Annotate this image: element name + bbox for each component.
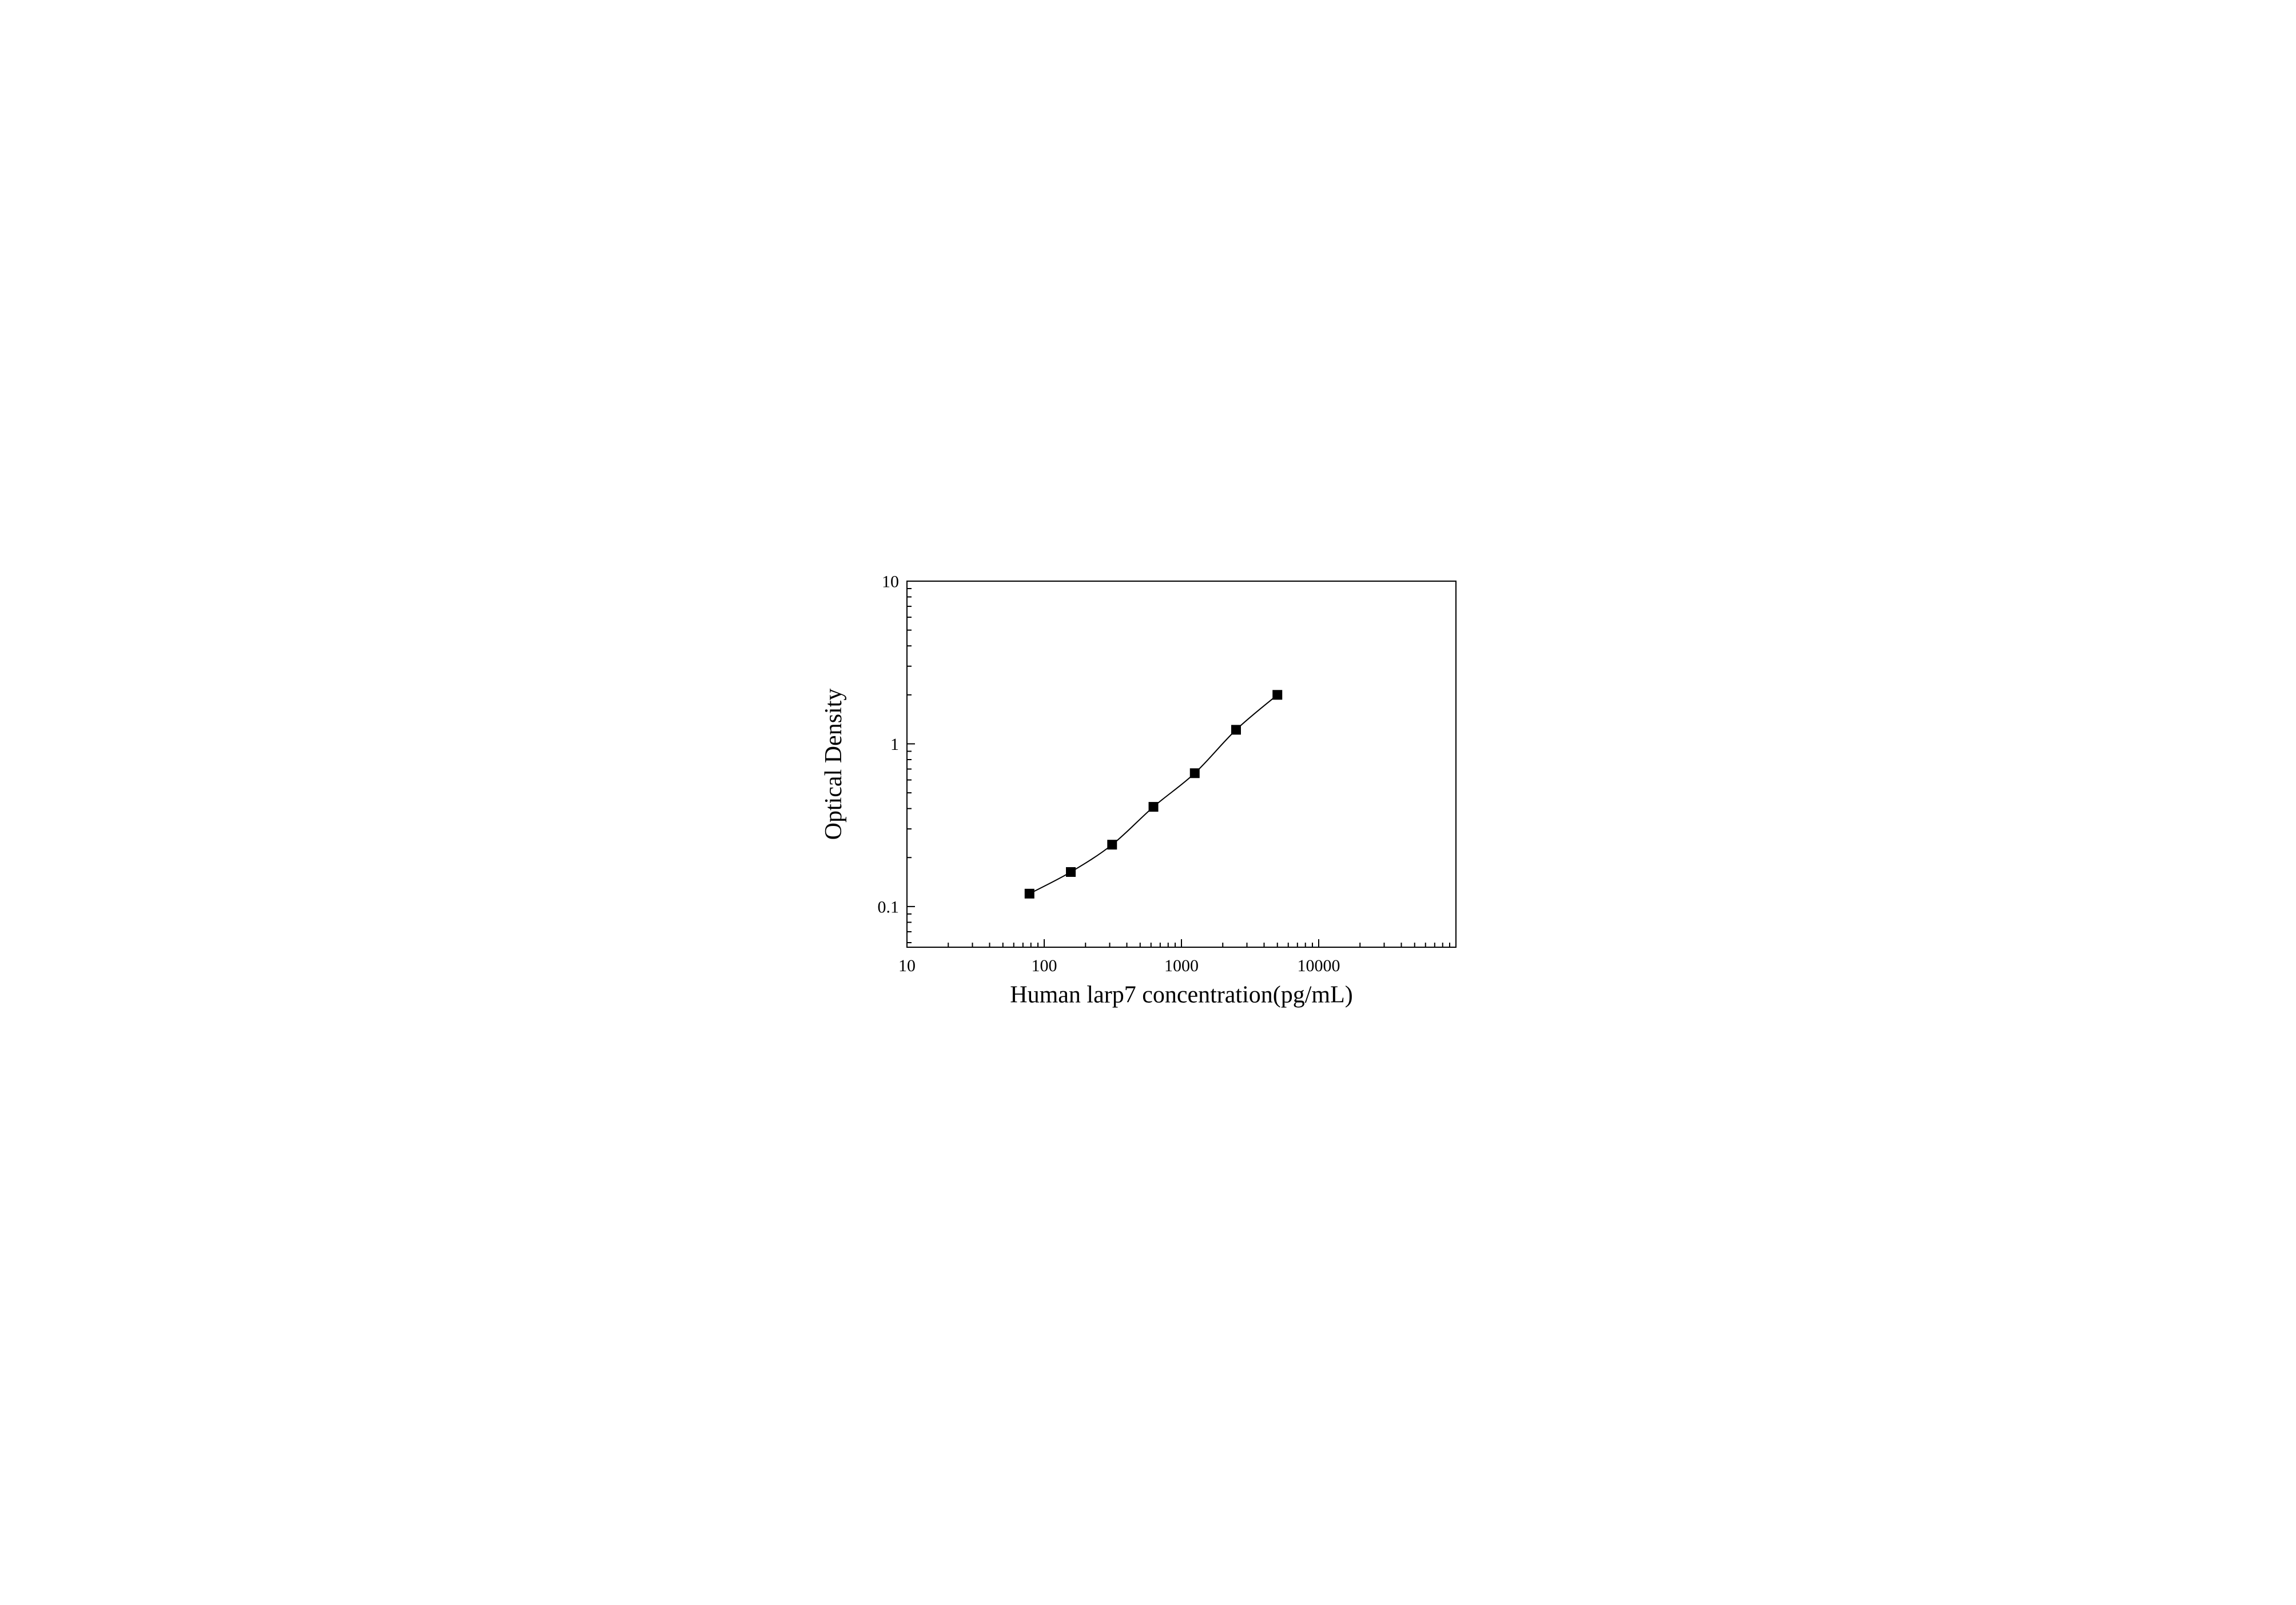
x-axis-label: Human larp7 concentration(pg/mL) [1010,982,1352,1008]
data-marker [1231,725,1240,734]
chart-container: 10 100 1000 10000 0.1 1 10 Human larp7 concentr… [782,547,1514,1059]
data-marker [1025,889,1034,898]
data-marker [1149,802,1158,811]
data-marker [1107,840,1116,849]
x-tick-label: 100 [1031,956,1057,975]
data-marker [1066,867,1075,876]
y-tick-label: 1 [890,734,899,753]
y-tick-label: 0.1 [877,897,899,916]
data-marker [1190,768,1199,777]
x-tick-label: 10000 [1297,956,1340,975]
y-tick-label: 10 [882,572,899,591]
y-axis-label: Optical Density [821,688,847,840]
data-marker [1272,690,1282,699]
chart-svg: 10 100 1000 10000 0.1 1 10 Human larp7 concentr… [782,547,1514,1059]
x-tick-label: 1000 [1164,956,1199,975]
x-tick-label: 10 [898,956,916,975]
